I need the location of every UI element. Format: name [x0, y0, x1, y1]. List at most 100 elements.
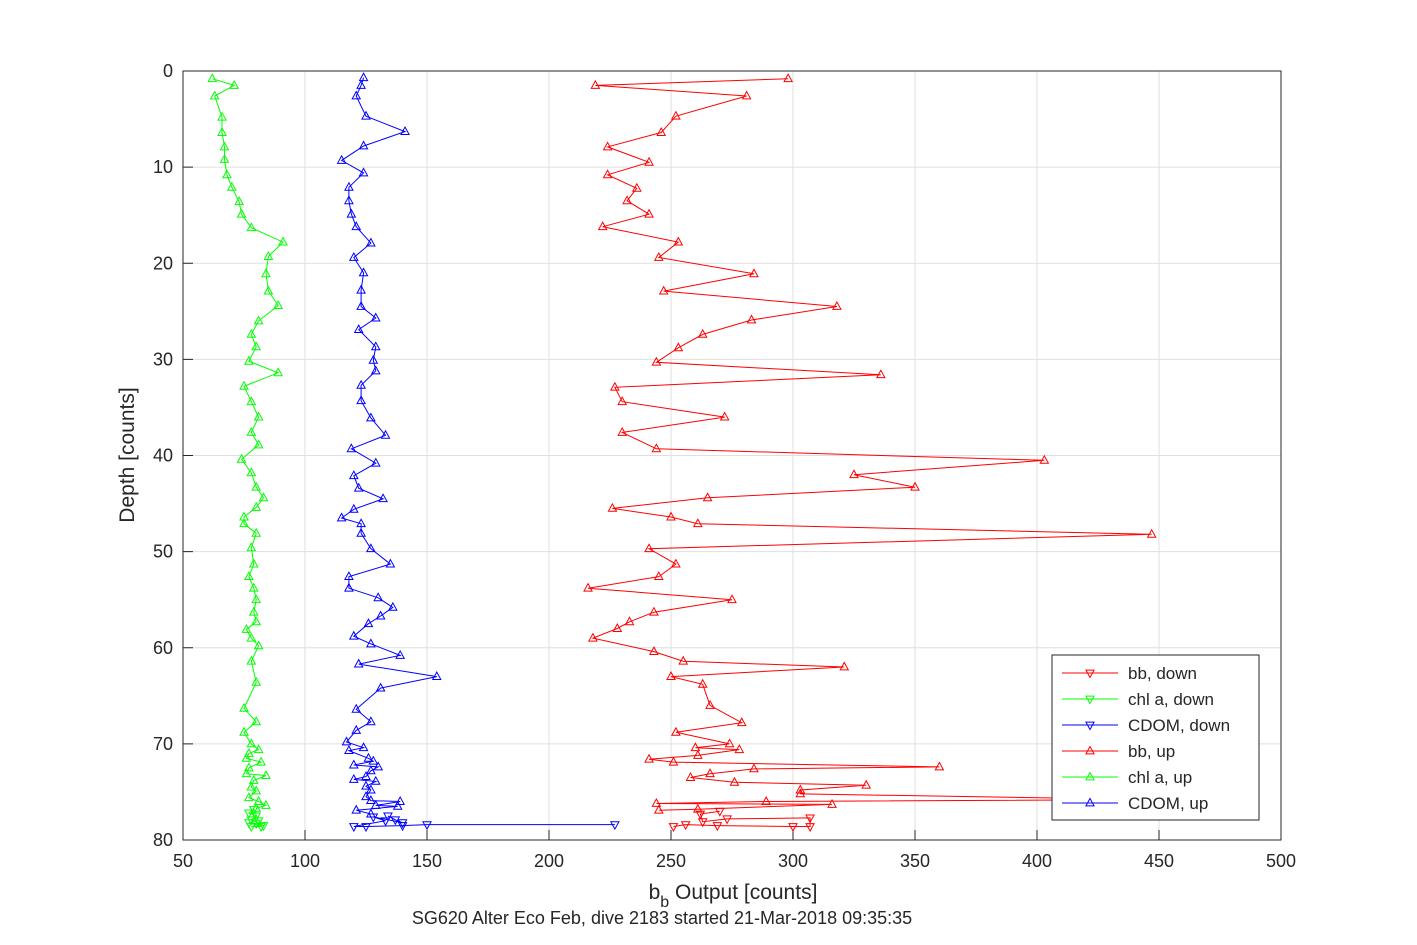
data-point — [222, 169, 232, 179]
data-point — [651, 356, 662, 366]
data-point — [234, 196, 245, 206]
legend-item: bb, down — [1062, 664, 1197, 683]
data-point — [658, 285, 669, 295]
y-tick-label: 80 — [153, 830, 173, 850]
legend-swatch-marker — [1085, 669, 1095, 679]
dive-caption: SG620 Alter Eco Feb, dive 2183 started 2… — [412, 908, 912, 928]
data-point — [397, 819, 408, 829]
data-point — [692, 803, 703, 813]
data-point — [243, 762, 254, 772]
data-point — [690, 742, 701, 752]
series-chl-a-up — [207, 73, 288, 812]
y-tick-label: 40 — [153, 446, 173, 466]
data-point — [239, 702, 249, 712]
data-point — [246, 632, 257, 642]
data-point — [251, 481, 262, 491]
data-point — [356, 518, 367, 528]
data-point — [243, 571, 254, 581]
data-point — [256, 756, 266, 766]
data-point — [365, 638, 376, 648]
data-point — [248, 606, 259, 616]
data-point — [685, 771, 696, 781]
y-axis-label: Depth [counts] — [116, 387, 139, 522]
data-point — [583, 582, 593, 592]
data-point — [805, 823, 815, 833]
data-point — [378, 493, 388, 503]
x-tick-label: 500 — [1266, 851, 1296, 871]
series-line — [212, 78, 284, 809]
data-point — [251, 812, 262, 822]
data-point — [243, 355, 254, 365]
legend-swatch-marker — [1085, 797, 1095, 807]
data-point — [1146, 528, 1157, 538]
data-point — [246, 426, 257, 436]
data-point — [644, 543, 654, 553]
data-point — [358, 267, 369, 277]
data-point — [348, 630, 359, 640]
data-point — [365, 765, 376, 775]
data-point — [827, 798, 837, 808]
data-point — [370, 799, 381, 809]
data-point — [358, 167, 369, 177]
data-point — [839, 661, 850, 671]
data-point — [673, 342, 684, 352]
data-point — [692, 749, 703, 759]
data-point — [653, 804, 664, 814]
data-point — [344, 181, 354, 191]
data-point — [207, 73, 218, 83]
data-point — [373, 761, 384, 771]
data-point — [795, 788, 806, 798]
data-point — [248, 774, 259, 784]
data-point — [680, 821, 691, 831]
series-cdom-up — [336, 72, 442, 818]
data-point — [358, 140, 369, 150]
data-point — [395, 796, 406, 805]
data-point — [365, 808, 376, 818]
data-point — [348, 773, 359, 783]
data-point — [670, 726, 681, 736]
data-point — [209, 90, 220, 100]
y-tick-label: 10 — [153, 157, 173, 177]
data-point — [400, 126, 410, 135]
data-point — [251, 616, 262, 626]
data-point — [692, 518, 703, 528]
data-point — [351, 724, 362, 734]
axis-ticks — [182, 70, 1282, 841]
data-point — [263, 250, 274, 260]
data-point — [588, 632, 598, 642]
data-point — [666, 671, 676, 681]
data-point — [351, 221, 362, 231]
y-tick-label: 20 — [153, 253, 173, 273]
data-point — [246, 542, 257, 552]
data-point — [258, 822, 269, 832]
data-point — [229, 79, 240, 89]
data-point — [351, 804, 362, 814]
data-point — [910, 481, 920, 491]
data-point — [356, 300, 367, 310]
x-axis-label-rest: Output [counts] — [669, 881, 817, 904]
tick-labels: 50 100 150 200 250 300 350 400 450 500 0 10 20 30 40 50… — [153, 61, 1296, 871]
data-point — [722, 815, 733, 825]
data-point — [251, 341, 262, 351]
legend-item: CDOM, down — [1062, 716, 1230, 735]
data-point — [246, 655, 257, 665]
data-point — [656, 126, 667, 136]
data-point — [668, 823, 679, 833]
legend-swatch-marker — [1085, 745, 1095, 755]
data-point — [243, 747, 254, 757]
data-point — [251, 594, 262, 604]
data-point — [727, 594, 737, 604]
data-point — [353, 482, 364, 492]
legend-label: bb, up — [1128, 742, 1175, 761]
data-point — [239, 518, 249, 528]
data-point — [365, 716, 376, 726]
data-point — [236, 453, 247, 463]
data-point — [617, 396, 628, 406]
data-point — [649, 606, 659, 616]
x-axis-label-base: b — [649, 881, 661, 904]
data-point — [351, 703, 362, 713]
data-point — [263, 285, 274, 295]
data-point — [651, 797, 662, 807]
data-point — [251, 676, 262, 686]
